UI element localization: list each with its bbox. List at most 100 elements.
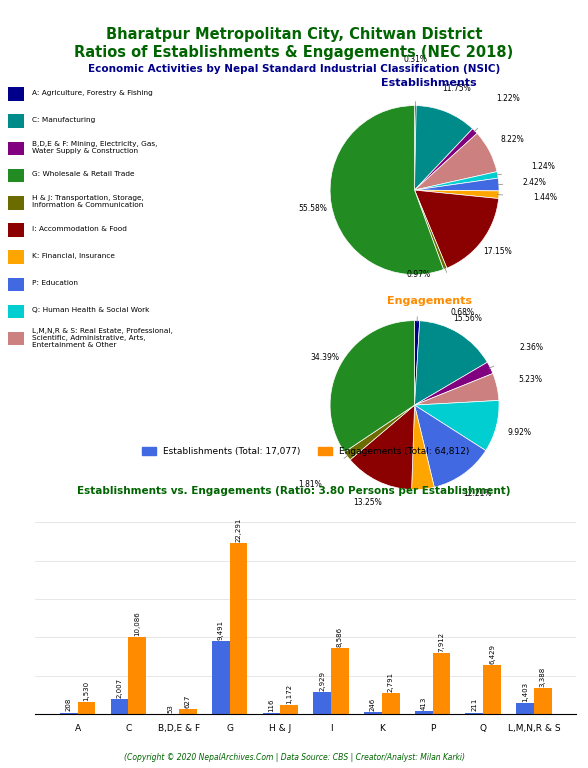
Text: 5.23%: 5.23% <box>518 375 542 384</box>
Bar <box>60 713 78 714</box>
Wedge shape <box>415 134 497 190</box>
Wedge shape <box>415 129 477 190</box>
Wedge shape <box>415 106 473 190</box>
Text: 2.36%: 2.36% <box>520 343 544 352</box>
Wedge shape <box>415 106 416 190</box>
Text: 116: 116 <box>269 699 275 712</box>
Wedge shape <box>330 321 415 452</box>
Text: Engagements: Engagements <box>387 296 472 306</box>
Text: 0.68%: 0.68% <box>450 308 474 316</box>
Text: 2,791: 2,791 <box>387 671 394 692</box>
Bar <box>111 699 128 714</box>
Text: 246: 246 <box>370 698 376 711</box>
Text: 8.22%: 8.22% <box>500 135 524 144</box>
Text: Q: Human Health & Social Work: Q: Human Health & Social Work <box>32 307 149 313</box>
Text: 627: 627 <box>185 695 191 708</box>
FancyBboxPatch shape <box>8 169 24 182</box>
Wedge shape <box>412 406 435 490</box>
Text: B,D,E & F: Mining, Electricity, Gas,
Water Supply & Construction: B,D,E & F: Mining, Electricity, Gas, Wat… <box>32 141 157 154</box>
Bar <box>263 713 280 714</box>
Text: 1,530: 1,530 <box>83 681 89 701</box>
Bar <box>382 693 400 714</box>
Text: Establishments: Establishments <box>382 78 477 88</box>
Text: 15.56%: 15.56% <box>453 314 482 323</box>
Legend: Establishments (Total: 17,077), Engagements (Total: 64,812): Establishments (Total: 17,077), Engageme… <box>139 443 473 459</box>
Text: 2,929: 2,929 <box>319 670 325 690</box>
Text: 1.44%: 1.44% <box>533 193 557 202</box>
Text: 9.92%: 9.92% <box>507 428 531 437</box>
Bar <box>483 665 501 714</box>
Text: 1.24%: 1.24% <box>532 162 555 171</box>
Text: A: Agriculture, Forestry & Fishing: A: Agriculture, Forestry & Fishing <box>32 90 152 96</box>
Text: 208: 208 <box>66 698 72 711</box>
Text: 6,429: 6,429 <box>489 644 495 664</box>
Wedge shape <box>415 373 499 406</box>
Text: 11.75%: 11.75% <box>442 84 470 93</box>
Bar <box>466 713 483 714</box>
Text: L,M,N,R & S: Real Estate, Professional,
Scientific, Administrative, Arts,
Entert: L,M,N,R & S: Real Estate, Professional, … <box>32 328 172 348</box>
Text: 9,491: 9,491 <box>218 620 224 641</box>
Text: 3,388: 3,388 <box>540 667 546 687</box>
Text: 8,586: 8,586 <box>337 627 343 647</box>
Text: 12.21%: 12.21% <box>463 488 492 498</box>
Wedge shape <box>415 178 499 191</box>
Bar <box>415 711 433 714</box>
Text: 0.97%: 0.97% <box>406 270 430 279</box>
Text: C: Manufacturing: C: Manufacturing <box>32 117 95 123</box>
Text: 1.22%: 1.22% <box>496 94 520 103</box>
Bar <box>516 703 534 714</box>
Bar <box>78 703 95 714</box>
Bar <box>313 692 331 714</box>
Text: P: Education: P: Education <box>32 280 78 286</box>
Text: G: Wholesale & Retail Trade: G: Wholesale & Retail Trade <box>32 171 134 177</box>
Wedge shape <box>415 321 487 406</box>
FancyBboxPatch shape <box>8 250 24 264</box>
Text: 55.58%: 55.58% <box>299 204 328 213</box>
Text: 1,172: 1,172 <box>286 684 292 704</box>
Text: Bharatpur Metropolitan City, Chitwan District: Bharatpur Metropolitan City, Chitwan Dis… <box>106 27 482 42</box>
Text: 1,403: 1,403 <box>522 682 528 702</box>
Text: Ratios of Establishments & Engagements (NEC 2018): Ratios of Establishments & Engagements (… <box>74 45 514 60</box>
Text: 13.25%: 13.25% <box>353 498 382 507</box>
Wedge shape <box>415 190 499 199</box>
Text: H & J: Transportation, Storage,
Information & Communication: H & J: Transportation, Storage, Informat… <box>32 195 143 208</box>
Text: 34.39%: 34.39% <box>310 353 340 362</box>
Wedge shape <box>415 190 499 268</box>
FancyBboxPatch shape <box>8 114 24 128</box>
FancyBboxPatch shape <box>8 332 24 346</box>
Bar <box>280 705 298 714</box>
Text: 4.31%: 4.31% <box>415 518 439 528</box>
Text: I: Accommodation & Food: I: Accommodation & Food <box>32 226 126 232</box>
FancyBboxPatch shape <box>8 196 24 210</box>
Wedge shape <box>415 400 499 451</box>
Text: Economic Activities by Nepal Standard Industrial Classification (NSIC): Economic Activities by Nepal Standard In… <box>88 64 500 74</box>
Bar <box>128 637 146 714</box>
Text: 413: 413 <box>420 697 427 710</box>
Bar <box>230 543 248 714</box>
Bar <box>212 641 230 714</box>
Wedge shape <box>415 190 447 270</box>
Bar <box>331 648 349 714</box>
Text: 17.15%: 17.15% <box>483 247 512 256</box>
Bar <box>534 688 552 714</box>
Bar <box>364 713 382 714</box>
Wedge shape <box>350 406 415 489</box>
Text: 10,086: 10,086 <box>134 611 140 636</box>
Wedge shape <box>415 406 486 487</box>
Text: K: Financial, Insurance: K: Financial, Insurance <box>32 253 115 259</box>
Text: 2.42%: 2.42% <box>522 177 546 187</box>
Wedge shape <box>415 362 493 406</box>
Wedge shape <box>415 171 498 190</box>
FancyBboxPatch shape <box>8 277 24 291</box>
FancyBboxPatch shape <box>8 141 24 155</box>
Text: Establishments vs. Engagements (Ratio: 3.80 Persons per Establishment): Establishments vs. Engagements (Ratio: 3… <box>77 486 511 496</box>
Text: 22,291: 22,291 <box>236 518 242 542</box>
Wedge shape <box>330 106 443 274</box>
FancyBboxPatch shape <box>8 305 24 318</box>
Bar <box>433 654 450 714</box>
FancyBboxPatch shape <box>8 223 24 237</box>
Text: 211: 211 <box>472 698 477 711</box>
Text: 2,007: 2,007 <box>116 677 122 697</box>
Wedge shape <box>345 406 415 460</box>
Text: 53: 53 <box>167 703 173 713</box>
